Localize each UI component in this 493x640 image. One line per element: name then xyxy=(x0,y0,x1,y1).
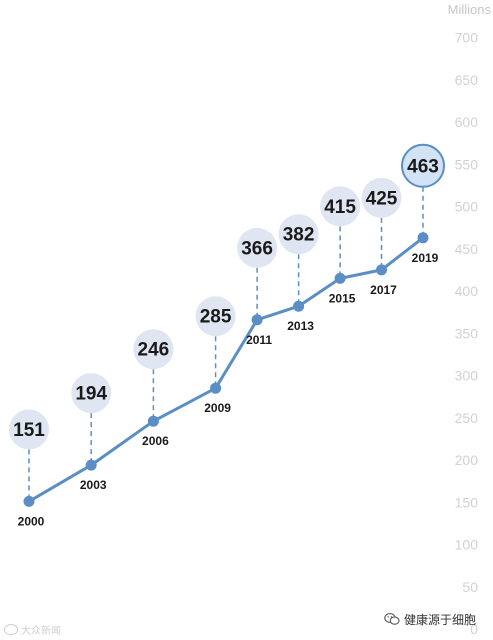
value-connectors xyxy=(28,186,424,502)
x-tick-label: 2009 xyxy=(204,401,231,415)
value-bubble xyxy=(71,373,112,414)
data-label: 194 xyxy=(75,384,107,405)
data-point xyxy=(376,264,387,276)
y-tick-label: 50 xyxy=(462,579,478,595)
y-tick-label: 250 xyxy=(455,410,479,426)
data-label: 366 xyxy=(241,238,273,259)
x-tick-label: 2011 xyxy=(246,333,272,347)
data-label: 151 xyxy=(13,420,45,441)
source-watermark-text: 大众新闻 xyxy=(21,626,61,637)
x-tick-label: 2003 xyxy=(80,478,107,492)
value-bubble xyxy=(237,227,278,268)
x-axis-labels: 2000 2003 2006 2009 2011 2013 2015 2017 2019 xyxy=(18,251,439,529)
data-label: 246 xyxy=(138,340,170,361)
y-tick-label: 500 xyxy=(455,199,479,215)
account-name: 健康源于细胞 xyxy=(404,612,477,627)
data-point xyxy=(417,232,429,244)
value-bubble xyxy=(320,186,361,227)
y-tick-label: 400 xyxy=(455,283,479,299)
y-tick-label: 350 xyxy=(455,325,479,341)
y-tick-label: 600 xyxy=(455,114,479,130)
weibo-icon xyxy=(4,624,18,635)
y-tick-label: 550 xyxy=(455,156,479,172)
data-point xyxy=(293,300,305,312)
y-tick-label: 450 xyxy=(455,241,479,257)
x-tick-label: 2013 xyxy=(287,319,314,333)
data-label: 285 xyxy=(200,307,232,328)
source-watermark: 大众新闻 xyxy=(4,622,61,637)
data-points xyxy=(23,232,429,507)
data-point xyxy=(23,495,35,507)
y-axis-ticks: 0 50 100 150 200 250 300 350 400 450 500 550 600 650 7… xyxy=(455,30,479,637)
data-label: 425 xyxy=(366,188,398,209)
x-tick-label: 2019 xyxy=(412,251,439,265)
data-point xyxy=(334,272,346,284)
data-point xyxy=(251,314,263,326)
y-tick-label: 650 xyxy=(455,72,479,88)
x-tick-label: 2000 xyxy=(18,514,45,528)
data-point xyxy=(210,382,222,394)
y-tick-label: 150 xyxy=(455,494,479,510)
value-bubble xyxy=(9,409,49,450)
account-signature: 健康源于细胞 xyxy=(384,610,476,628)
value-bubble xyxy=(133,329,174,370)
y-tick-label: 700 xyxy=(455,30,479,46)
data-point xyxy=(85,459,97,471)
x-tick-label: 2006 xyxy=(142,434,169,448)
y-axis-label: Millions xyxy=(448,2,492,17)
value-bubbles: 151 194 246 285 366 382 415 425 463 xyxy=(9,143,445,450)
value-bubble xyxy=(278,214,319,255)
value-bubble xyxy=(361,177,402,218)
y-tick-label: 0 xyxy=(470,621,478,637)
data-point xyxy=(147,415,159,427)
value-bubble-highlight xyxy=(401,143,445,188)
data-label: 382 xyxy=(283,225,315,246)
wechat-icon xyxy=(384,613,400,625)
data-label: 415 xyxy=(324,197,356,218)
x-tick-label: 2015 xyxy=(329,291,356,305)
y-tick-label: 200 xyxy=(455,452,479,468)
x-tick-label: 2017 xyxy=(370,283,397,297)
y-tick-label: 100 xyxy=(455,537,479,553)
value-bubble xyxy=(195,296,236,337)
data-label: 463 xyxy=(407,156,439,177)
y-tick-label: 300 xyxy=(455,368,479,384)
